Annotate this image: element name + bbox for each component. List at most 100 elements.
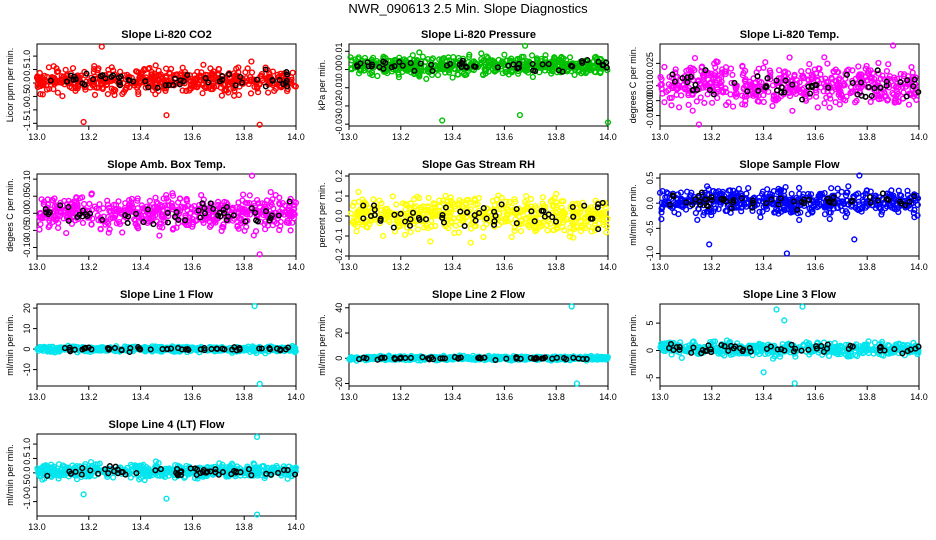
highlight-point (799, 96, 806, 103)
y-tick-label: -0.01 (334, 77, 344, 98)
data-point (66, 83, 73, 90)
highlight-point (226, 71, 233, 78)
data-point (347, 54, 354, 61)
y-tick-label: 5 (645, 321, 655, 326)
highlight-point (284, 83, 291, 90)
data-point (561, 63, 568, 70)
highlight-point (407, 60, 414, 67)
data-point (148, 71, 155, 78)
highlight-point (142, 78, 149, 85)
data-point (824, 60, 831, 67)
data-point (135, 88, 142, 95)
data-point (272, 85, 279, 92)
y-tick-label: 0.0 (334, 210, 344, 223)
data-point (503, 57, 511, 64)
data-point (265, 89, 272, 96)
data-point (551, 59, 558, 66)
outlier-point (604, 119, 612, 126)
y-tick-label: 0 (334, 356, 344, 361)
highlight-point (239, 79, 246, 86)
highlight-point (578, 58, 585, 65)
x-tick-label: 13.0 (651, 392, 669, 402)
x-tick-label: 13.2 (703, 132, 721, 142)
outlier-point (851, 236, 858, 243)
highlight-point (284, 71, 291, 78)
x-tick-label: 14.0 (910, 132, 928, 142)
data-point (760, 64, 767, 71)
data-point (218, 92, 226, 99)
highlight-point (180, 78, 187, 85)
highlight-point (915, 88, 922, 96)
y-axis-label: kPa per min. (317, 60, 327, 111)
x-tick-label: 13.6 (496, 132, 514, 142)
x-tick-label: 13.0 (651, 262, 669, 272)
y-tick-label: 10 (22, 324, 32, 334)
data-point (199, 90, 206, 97)
data-point (201, 84, 208, 91)
chart-title: Slope Li-820 CO2 (121, 29, 211, 41)
highlight-point (248, 205, 255, 212)
data-point (235, 91, 243, 99)
data-point (223, 87, 230, 94)
highlight-point (505, 62, 512, 69)
highlight-point (376, 64, 383, 71)
data-point (528, 52, 536, 59)
x-tick-label: 13.4 (444, 392, 462, 402)
data-point (395, 74, 403, 81)
highlight-point (117, 73, 124, 80)
data-point (361, 54, 369, 62)
outlier-point (80, 118, 87, 126)
data-point (514, 70, 522, 77)
x-tick-label: 14.0 (910, 262, 928, 272)
y-tick-label: 0.010 (645, 74, 655, 97)
highlight-point (472, 63, 479, 70)
data-point (69, 65, 77, 72)
data-point (146, 197, 154, 205)
outlier-point (98, 43, 105, 50)
data-point (427, 238, 434, 245)
chart-temp: Slope Li-820 Temp.13.0 13.2 13.4 13.6 13.8 14… (628, 29, 928, 142)
data-point (103, 81, 111, 88)
y-axis-label: ml/min per min. (317, 314, 327, 376)
outlier-point (568, 303, 575, 310)
data-point (523, 193, 530, 200)
data-point (741, 101, 749, 108)
highlight-point (879, 190, 886, 197)
x-tick-label: 13.0 (28, 132, 46, 142)
highlight-point (461, 222, 468, 230)
data-point (247, 90, 255, 97)
data-point (289, 69, 296, 76)
data-point (194, 84, 201, 91)
data-point (53, 65, 60, 72)
data-point (454, 71, 461, 78)
data-point (805, 67, 812, 75)
highlight-point (555, 67, 562, 74)
data-point (62, 66, 69, 73)
data-point (110, 88, 117, 95)
data-point (191, 83, 198, 90)
data-point (478, 50, 485, 57)
data-point (116, 68, 124, 75)
data-point (661, 99, 668, 106)
highlight-point (116, 82, 124, 89)
data-point (72, 87, 79, 95)
data-point (523, 64, 531, 71)
data-point (94, 69, 101, 76)
data-point (757, 214, 764, 221)
data-point (190, 77, 197, 84)
data-point (883, 67, 891, 75)
highlight-point (417, 60, 424, 67)
chart-title: Slope Li-820 Temp. (740, 29, 839, 41)
data-point (442, 192, 449, 199)
y-tick-label: 0.0 (22, 77, 32, 90)
highlight-point (219, 73, 226, 80)
outlier-point (783, 250, 791, 257)
data-point (853, 97, 860, 104)
data-point (826, 215, 833, 223)
data-point (415, 71, 422, 78)
data-point (115, 198, 122, 205)
x-tick-label: 13.2 (392, 262, 410, 272)
data-point (499, 70, 506, 77)
data-point (691, 54, 699, 62)
